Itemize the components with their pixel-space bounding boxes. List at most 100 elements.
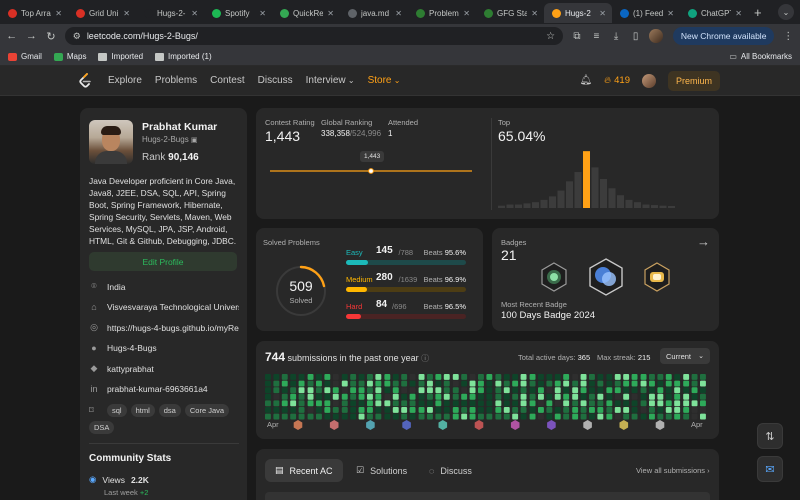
- heatmap-cell[interactable]: [683, 407, 690, 413]
- heatmap-cell[interactable]: [478, 387, 484, 394]
- heatmap-cell[interactable]: [409, 413, 416, 420]
- site-info-icon[interactable]: ⚙: [72, 30, 81, 41]
- heatmap-cell[interactable]: [332, 380, 339, 387]
- new-chrome-button[interactable]: New Chrome available: [672, 27, 775, 45]
- heatmap-cell[interactable]: [495, 413, 502, 420]
- heatmap-cell[interactable]: [589, 413, 595, 420]
- heatmap-cell[interactable]: [546, 407, 553, 413]
- heatmap-cell[interactable]: [401, 374, 408, 380]
- heatmap-cell[interactable]: [512, 393, 519, 400]
- nav-link-discuss[interactable]: Discuss: [258, 75, 293, 86]
- heatmap-cell[interactable]: [597, 400, 604, 407]
- heatmap-cell[interactable]: [367, 393, 373, 400]
- heatmap-cell[interactable]: [375, 413, 382, 420]
- heatmap-cell[interactable]: [478, 374, 484, 380]
- heatmap-cell[interactable]: [418, 387, 425, 394]
- heatmap-cell[interactable]: [384, 380, 391, 387]
- heatmap-cell[interactable]: [623, 380, 630, 387]
- heatmap-cell[interactable]: [290, 413, 297, 420]
- heatmap-cell[interactable]: [657, 413, 664, 420]
- heatmap-cell[interactable]: [384, 413, 391, 420]
- heatmap-cell[interactable]: [614, 407, 621, 413]
- heatmap-cell[interactable]: [538, 387, 544, 394]
- heatmap-cell[interactable]: [503, 393, 510, 400]
- nav-link-contest[interactable]: Contest: [210, 75, 244, 86]
- heatmap-cell[interactable]: [443, 374, 450, 380]
- new-tab-icon[interactable]: +: [754, 4, 762, 20]
- feedback-chat-icon[interactable]: ✉: [757, 456, 783, 482]
- heatmap-cell[interactable]: [367, 400, 373, 407]
- heatmap-cell[interactable]: [512, 400, 519, 407]
- heatmap-cell[interactable]: [529, 393, 536, 400]
- nav-link-store[interactable]: Store ⌄: [368, 75, 401, 86]
- heatmap-cell[interactable]: [273, 380, 280, 387]
- heatmap-cell[interactable]: [691, 400, 698, 407]
- heatmap-cell[interactable]: [554, 407, 561, 413]
- heatmap-cell[interactable]: [452, 374, 459, 380]
- heatmap-cell[interactable]: [563, 374, 570, 380]
- heatmap-cell[interactable]: [640, 387, 647, 394]
- monthly-badge-icon[interactable]: [402, 420, 411, 430]
- heatmap-cell[interactable]: [597, 387, 604, 394]
- heatmap-cell[interactable]: [461, 387, 468, 394]
- heatmap-cell[interactable]: [631, 413, 638, 420]
- heatmap-cell[interactable]: [452, 400, 459, 407]
- heatmap-cell[interactable]: [623, 407, 630, 413]
- heatmap-cell[interactable]: [563, 400, 570, 407]
- address-bar[interactable]: ⚙ leetcode.com/Hugs-2-Bugs/ ☆: [64, 27, 564, 45]
- tab-close-icon[interactable]: ✕: [327, 8, 334, 18]
- browser-tab[interactable]: java.md ✕: [340, 3, 408, 23]
- heatmap-cell[interactable]: [486, 380, 493, 387]
- heatmap-cell[interactable]: [324, 374, 331, 380]
- heatmap-cell[interactable]: [683, 387, 690, 394]
- download-icon[interactable]: ⤓: [613, 30, 619, 42]
- heatmap-cell[interactable]: [700, 374, 706, 380]
- heatmap-cell[interactable]: [367, 387, 373, 394]
- heatmap-cell[interactable]: [350, 407, 357, 413]
- heatmap-cell[interactable]: [597, 413, 604, 420]
- heatmap-cell[interactable]: [375, 393, 382, 400]
- heatmap-cell[interactable]: [350, 374, 357, 380]
- heatmap-cell[interactable]: [409, 387, 416, 394]
- heatmap-cell[interactable]: [520, 374, 527, 380]
- heatmap-cell[interactable]: [290, 380, 297, 387]
- heatmap-cell[interactable]: [589, 400, 595, 407]
- heatmap-cell[interactable]: [606, 387, 613, 394]
- heatmap-cell[interactable]: [418, 400, 425, 407]
- heatmap-cell[interactable]: [265, 374, 271, 380]
- heatmap-cell[interactable]: [665, 380, 672, 387]
- heatmap-cell[interactable]: [538, 380, 544, 387]
- heatmap-cell[interactable]: [597, 374, 604, 380]
- heatmap-cell[interactable]: [691, 374, 698, 380]
- heatmap-cell[interactable]: [341, 387, 348, 394]
- heatmap-cell[interactable]: [392, 387, 399, 394]
- heatmap-cell[interactable]: [409, 393, 416, 400]
- heatmap-cell[interactable]: [554, 413, 561, 420]
- heatmap-cell[interactable]: [443, 393, 450, 400]
- heatmap-cell[interactable]: [631, 380, 638, 387]
- heatmap-cell[interactable]: [341, 407, 348, 413]
- heatmap-cell[interactable]: [409, 380, 416, 387]
- monthly-badge-icon[interactable]: [510, 420, 520, 430]
- heatmap-cell[interactable]: [298, 387, 305, 394]
- heatmap-cell[interactable]: [589, 387, 595, 394]
- bookmark-item[interactable]: Imported: [98, 52, 143, 61]
- heatmap-cell[interactable]: [350, 393, 357, 400]
- heatmap-cell[interactable]: [281, 380, 288, 387]
- heatmap-cell[interactable]: [623, 400, 630, 407]
- heatmap-cell[interactable]: [461, 374, 468, 380]
- heatmap-cell[interactable]: [401, 393, 408, 400]
- view-all-submissions-link[interactable]: View all submissions ›: [636, 466, 710, 475]
- heatmap-cell[interactable]: [392, 413, 399, 420]
- heatmap-cell[interactable]: [307, 400, 314, 407]
- heatmap-cell[interactable]: [649, 407, 655, 413]
- heatmap-cell[interactable]: [649, 400, 655, 407]
- skill-tag[interactable]: html: [130, 404, 155, 417]
- heatmap-cell[interactable]: [332, 413, 339, 420]
- heatmap-cell[interactable]: [503, 413, 510, 420]
- heatmap-cell[interactable]: [324, 380, 331, 387]
- heatmap-cell[interactable]: [665, 413, 672, 420]
- heatmap-cell[interactable]: [427, 387, 433, 394]
- heatmap-cell[interactable]: [572, 413, 579, 420]
- heatmap-cell[interactable]: [486, 407, 493, 413]
